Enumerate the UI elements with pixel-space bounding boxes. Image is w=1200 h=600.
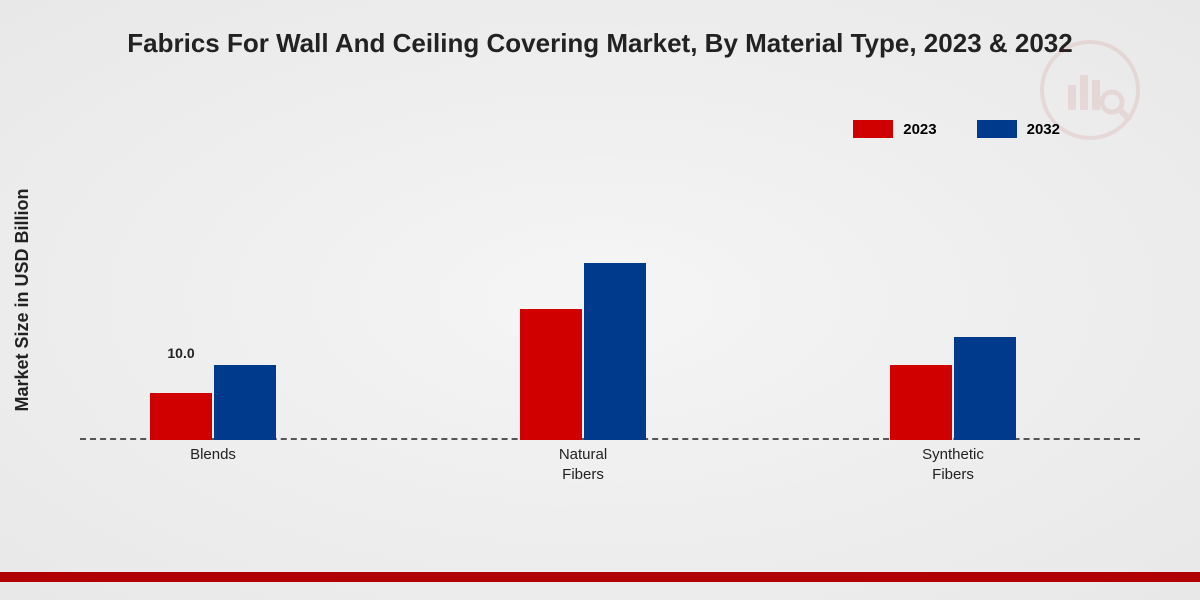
yaxis-label: Market Size in USD Billion [12, 188, 33, 411]
xlabel-synthetic-line2: Fibers [932, 466, 974, 483]
legend-swatch-2032 [977, 120, 1017, 138]
xlabel-blends: Blends [150, 445, 276, 465]
bar-synthetic-2023 [890, 365, 952, 440]
xlabel-natural: Natural Fibers [520, 445, 646, 484]
legend-label-2032: 2032 [1027, 121, 1060, 138]
footer-band [0, 572, 1200, 582]
bar-blends-2023: 10.0 [150, 393, 212, 440]
xlabel-natural-line1: Natural [559, 446, 607, 463]
bar-group-natural [520, 263, 646, 440]
bar-group-synthetic [890, 337, 1016, 440]
legend-item-2023: 2023 [853, 120, 936, 138]
legend: 2023 2032 [853, 120, 1060, 138]
bar-natural-2023 [520, 309, 582, 440]
xlabel-synthetic-line1: Synthetic [922, 446, 984, 463]
xlabel-natural-line2: Fibers [562, 466, 604, 483]
legend-label-2023: 2023 [903, 121, 936, 138]
plot-area: 10.0 [80, 160, 1140, 440]
legend-swatch-2023 [853, 120, 893, 138]
xlabel-synthetic: Synthetic Fibers [890, 445, 1016, 484]
chart-title: Fabrics For Wall And Ceiling Covering Ma… [0, 0, 1200, 59]
bar-blends-2032 [214, 365, 276, 440]
bar-group-blends: 10.0 [150, 365, 276, 440]
bar-synthetic-2032 [954, 337, 1016, 440]
bar-natural-2032 [584, 263, 646, 440]
legend-item-2032: 2032 [977, 120, 1060, 138]
bar-value-label: 10.0 [150, 345, 212, 361]
